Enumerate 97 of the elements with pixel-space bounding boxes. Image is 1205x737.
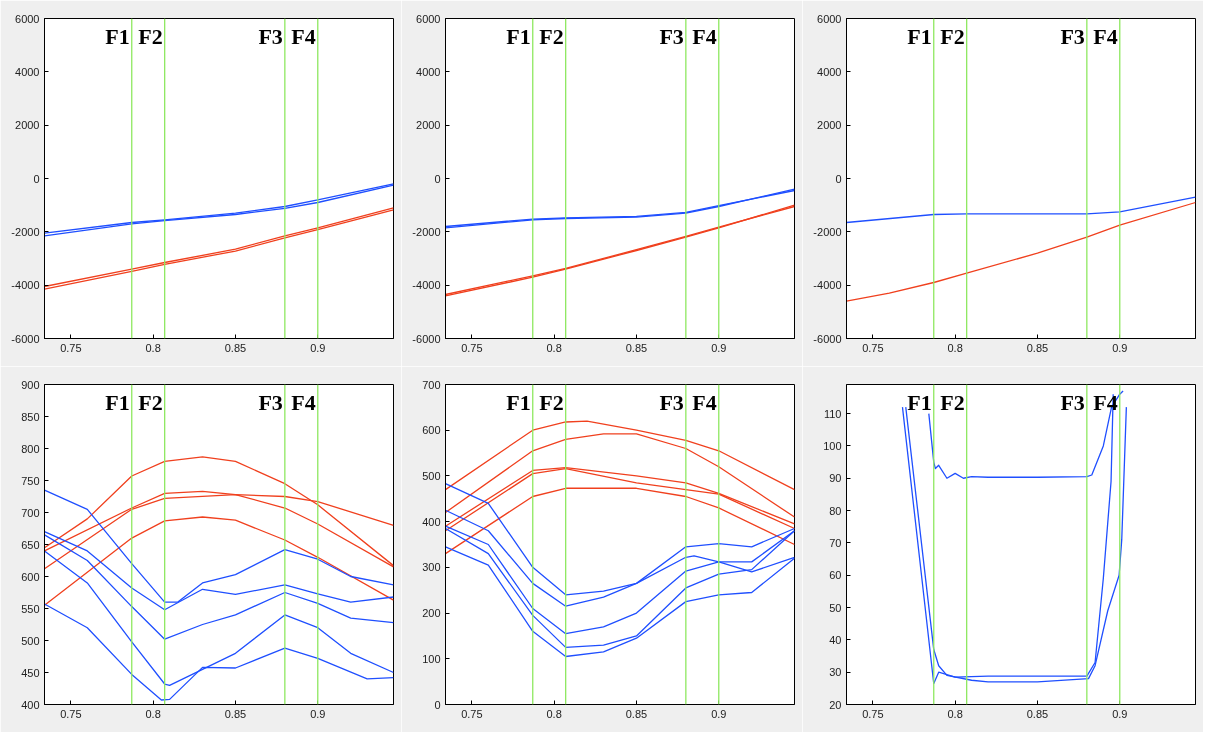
x-tick-label: 0.8 xyxy=(145,707,161,720)
x-tick-label: 0.9 xyxy=(1112,707,1128,720)
y-tick-label: 450 xyxy=(21,666,40,679)
ref-line-label: F1 xyxy=(506,23,531,49)
y-tick-label: 800 xyxy=(21,442,40,455)
x-tick-label: 0.75 xyxy=(862,341,884,354)
ref-line-label: F3 xyxy=(659,389,684,415)
x-tick-label: 0.85 xyxy=(1026,707,1049,720)
y-tick-label: 600 xyxy=(422,424,441,437)
x-tick-label: 0.75 xyxy=(461,707,483,720)
x-tick-label: 0.9 xyxy=(711,341,727,354)
y-tick-label: 500 xyxy=(422,469,441,482)
ref-line-label: F1 xyxy=(907,23,932,49)
y-tick-label: 0 xyxy=(434,698,441,711)
ref-line-label: F2 xyxy=(940,23,965,49)
y-tick-label: 30 xyxy=(829,666,842,679)
x-tick-label: 0.75 xyxy=(60,707,82,720)
y-tick-label: 0 xyxy=(434,172,441,185)
y-tick-label: 60 xyxy=(829,569,842,582)
x-tick-label: 0.8 xyxy=(947,707,963,720)
x-tick-label: 0.9 xyxy=(1112,341,1128,354)
ref-line-label: F1 xyxy=(105,389,130,415)
y-tick-label: 750 xyxy=(21,474,40,487)
x-tick-label: 0.75 xyxy=(60,341,82,354)
y-tick-label: -2000 xyxy=(813,225,842,238)
y-tick-label: 600 xyxy=(21,570,40,583)
y-tick-label: 100 xyxy=(422,652,441,665)
y-tick-label: -6000 xyxy=(11,332,40,345)
y-tick-label: 6000 xyxy=(817,12,842,25)
y-tick-label: 0 xyxy=(835,172,842,185)
ref-line-label: F4 xyxy=(1093,23,1118,49)
ref-line-label: F3 xyxy=(659,23,684,49)
x-tick-label: 0.75 xyxy=(862,707,884,720)
y-tick-label: 80 xyxy=(829,504,842,517)
x-tick-label: 0.9 xyxy=(310,707,326,720)
x-tick-label: 0.85 xyxy=(625,707,648,720)
y-tick-label: 500 xyxy=(21,634,40,647)
y-tick-label: 300 xyxy=(422,561,441,574)
ref-line-label: F3 xyxy=(1060,389,1085,415)
ref-line-label: F1 xyxy=(105,23,130,49)
ref-line-label: F2 xyxy=(539,389,564,415)
y-tick-label: 20 xyxy=(829,698,842,711)
y-tick-label: 2000 xyxy=(416,119,441,132)
ref-line-label: F3 xyxy=(258,23,283,49)
ref-line-label: F2 xyxy=(138,23,163,49)
y-tick-label: 6000 xyxy=(15,12,40,25)
y-tick-label: 4000 xyxy=(817,65,842,78)
y-tick-label: 900 xyxy=(21,378,40,391)
y-tick-label: 90 xyxy=(829,472,842,485)
y-tick-label: -2000 xyxy=(11,225,40,238)
y-tick-label: 100 xyxy=(823,439,842,452)
y-tick-label: 0 xyxy=(33,172,40,185)
x-tick-label: 0.85 xyxy=(625,341,648,354)
x-tick-label: 0.85 xyxy=(1026,341,1049,354)
y-tick-label: 4000 xyxy=(15,65,40,78)
y-tick-label: 2000 xyxy=(817,119,842,132)
x-tick-label: 0.75 xyxy=(461,341,483,354)
y-tick-label: -6000 xyxy=(813,332,842,345)
y-tick-label: 700 xyxy=(21,506,40,519)
ref-line-label: F4 xyxy=(692,389,717,415)
y-tick-label: -6000 xyxy=(412,332,441,345)
ref-line-label: F4 xyxy=(291,23,316,49)
y-tick-label: 400 xyxy=(21,698,40,711)
y-tick-label: -2000 xyxy=(412,225,441,238)
y-tick-label: 6000 xyxy=(416,12,441,25)
x-tick-label: 0.9 xyxy=(310,341,326,354)
y-tick-label: 700 xyxy=(422,378,441,391)
y-tick-label: 650 xyxy=(21,538,40,551)
y-tick-label: 4000 xyxy=(416,65,441,78)
ref-line-label: F3 xyxy=(1060,23,1085,49)
y-tick-label: 40 xyxy=(829,633,842,646)
y-tick-label: 50 xyxy=(829,601,842,614)
y-tick-label: 200 xyxy=(422,607,441,620)
ref-line-label: F4 xyxy=(291,389,316,415)
ref-line-label: F1 xyxy=(907,389,932,415)
x-tick-label: 0.85 xyxy=(224,707,247,720)
y-tick-label: 400 xyxy=(422,515,441,528)
x-tick-label: 0.8 xyxy=(546,707,562,720)
x-tick-label: 0.8 xyxy=(546,341,562,354)
y-tick-label: -4000 xyxy=(412,279,441,292)
y-tick-label: 110 xyxy=(823,407,842,420)
ref-line-label: F2 xyxy=(138,389,163,415)
y-tick-label: -4000 xyxy=(813,279,842,292)
ref-line-label: F4 xyxy=(692,23,717,49)
y-tick-label: 550 xyxy=(21,602,40,615)
x-tick-label: 0.9 xyxy=(711,707,727,720)
x-tick-label: 0.8 xyxy=(947,341,963,354)
ref-line-label: F3 xyxy=(258,389,283,415)
y-tick-label: -4000 xyxy=(11,279,40,292)
x-tick-label: 0.85 xyxy=(224,341,247,354)
x-tick-label: 0.8 xyxy=(145,341,161,354)
ref-line-label: F2 xyxy=(539,23,564,49)
y-tick-label: 2000 xyxy=(15,119,40,132)
ref-line-label: F1 xyxy=(506,389,531,415)
y-tick-label: 850 xyxy=(21,410,40,423)
ref-line-label: F2 xyxy=(940,389,965,415)
y-tick-label: 70 xyxy=(829,536,842,549)
